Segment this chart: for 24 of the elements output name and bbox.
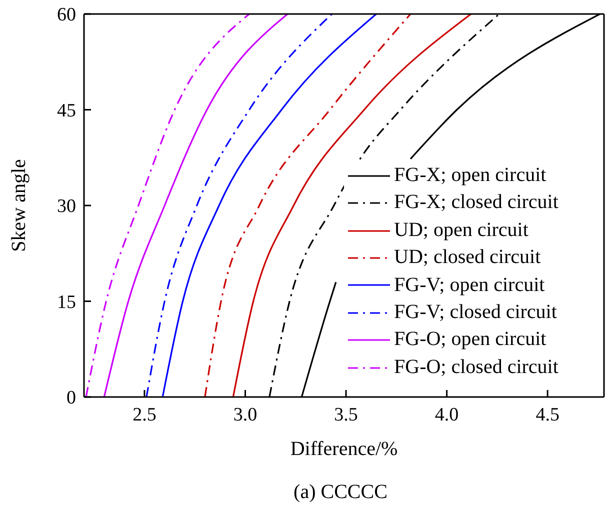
line-series	[162, 14, 378, 397]
x-axis-title: Difference/%	[290, 438, 398, 460]
y-tick-label: 30	[57, 196, 76, 218]
legend-label: UD; closed circuit	[394, 245, 541, 270]
y-tick-label: 60	[57, 4, 76, 26]
text: (a) CCCCC	[292, 481, 388, 504]
line-series	[103, 14, 288, 397]
x-tick-label: 3.5	[334, 404, 358, 426]
legend-label: FG-O; closed circuit	[394, 354, 558, 380]
x-tick-label: 4.5	[536, 404, 560, 426]
legend-label: UD; open circuit	[394, 218, 528, 243]
x-tick-label: 3.0	[233, 404, 258, 426]
y-tick-label: 45	[57, 100, 76, 122]
legend-label: FG-V; open circuit	[394, 272, 545, 298]
legend-label: FG-V; closed circuit	[394, 300, 557, 326]
y-tick-label: 0	[66, 388, 76, 409]
legend-label: FG-O; open circuit	[394, 327, 546, 352]
y-tick-label: 15	[57, 292, 76, 313]
line-series	[146, 14, 333, 397]
y-axis-title: Skew angle	[8, 159, 30, 252]
x-tick-label: 2.5	[132, 404, 156, 426]
x-tick-label: 4.0	[434, 404, 459, 426]
legend-label: FG-X; closed circuit	[394, 190, 558, 216]
legend-label: FG-X; open circuit	[394, 163, 546, 188]
